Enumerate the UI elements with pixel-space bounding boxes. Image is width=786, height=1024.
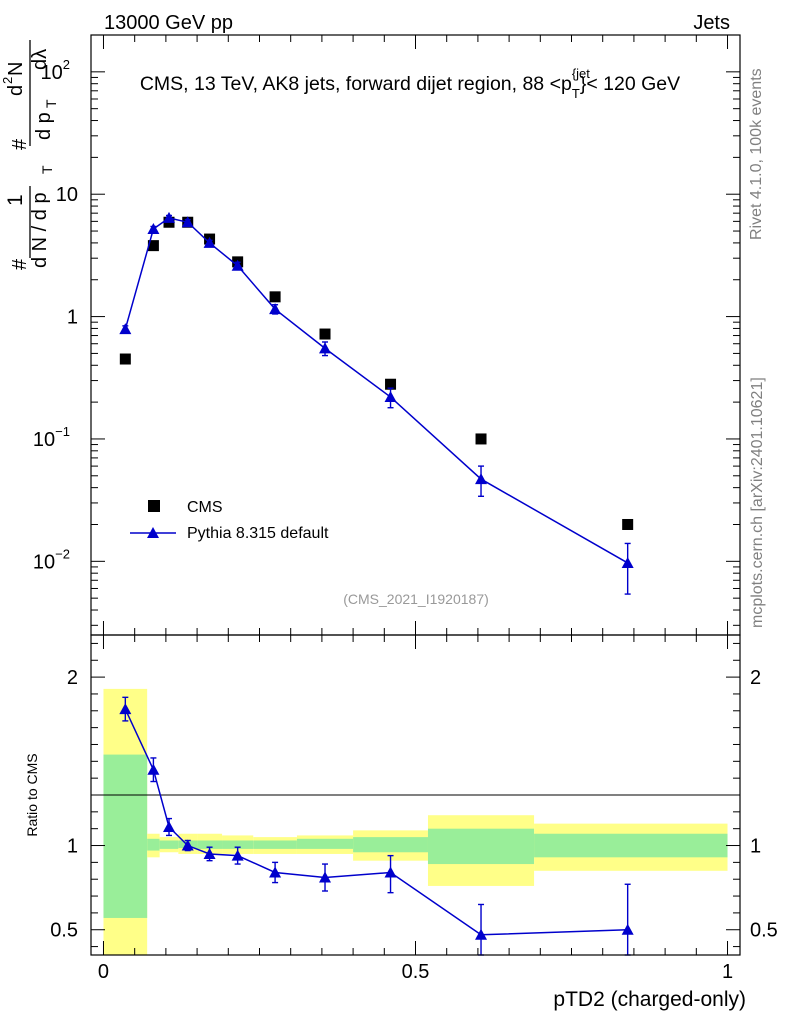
x-tick-label: 1 — [722, 961, 733, 983]
beam-energy-label: 13000 GeV pp — [104, 12, 233, 34]
observable-group-label: Jets — [693, 12, 730, 34]
cms-data-point — [147, 240, 159, 252]
ratio-panel-frame — [90, 634, 741, 956]
ratio-y-tick-label-right: 0.5 — [750, 920, 778, 942]
ratio-axis-ticks: 0.5 0.5 1 1 2 2 0 0.5 1 — [50, 635, 778, 983]
ratio-pythia-line — [124, 708, 628, 936]
svg-text:2: 2 — [0, 77, 15, 84]
cms-data-point — [119, 353, 131, 365]
main-plot-area — [119, 211, 634, 595]
cms-data-point — [622, 518, 634, 530]
ratio-pythia-point — [181, 839, 194, 851]
ratio-plot-area — [119, 696, 634, 956]
pythia-point — [475, 473, 488, 485]
pythia-point — [181, 216, 194, 228]
main-y-tick-label: 1 — [67, 307, 78, 329]
svg-text:N: N — [5, 62, 27, 76]
pythia-point — [119, 323, 132, 335]
mcplots-source-label: mcplots.cern.ch [arXiv:2401.10621] — [749, 377, 766, 628]
ratio-y-tick-label-right: 2 — [750, 667, 761, 689]
ratio-band-inner — [159, 840, 179, 849]
ratio-band-inner — [197, 840, 223, 849]
svg-text:d: d — [5, 85, 27, 96]
ratio-y-tick-label-left: 1 — [67, 836, 78, 858]
ratio-band-inner — [222, 840, 254, 849]
legend-pythia-marker — [147, 527, 159, 538]
pythia-point — [319, 342, 332, 354]
svg-text:T: T — [39, 165, 55, 174]
ratio-pythia-point — [319, 871, 332, 883]
main-panel-frame — [90, 34, 741, 636]
svg-text:dλ: dλ — [29, 49, 51, 70]
analysis-tag: (CMS_2021_I1920187) — [343, 591, 489, 607]
main-axis-ticks — [91, 34, 740, 635]
pythia-point — [163, 211, 176, 223]
ratio-band-inner — [534, 833, 728, 858]
main-y-tick-label: 10−2 — [33, 546, 70, 573]
ratio-pythia-point — [119, 703, 132, 715]
x-tick-label: 0 — [98, 961, 109, 983]
ratio-uncertainty-bands — [103, 688, 728, 955]
legend-cms-marker — [148, 500, 160, 512]
svg-text:d p: d p — [33, 112, 55, 140]
pythia-point — [621, 556, 634, 568]
main-y-tick-label: 102 — [41, 57, 70, 84]
main-y-tick-labels: 10−2 10−1 1 10 102 — [33, 57, 78, 573]
ratio-pythia-point — [384, 866, 397, 878]
pythia-point — [384, 391, 397, 403]
main-y-tick-label: 10 — [56, 184, 78, 206]
x-tick-label: 0.5 — [402, 961, 430, 983]
ratio-y-axis-label: Ratio to CMS — [24, 753, 40, 836]
rivet-version-label: Rivet 4.1.0, 100k events — [748, 68, 765, 240]
pythia-point — [269, 303, 282, 315]
ratio-pythia-point — [269, 866, 282, 878]
main-y-axis-label: # 1 d N / d p T # d p T d 2 N dλ — [0, 40, 59, 270]
cms-data-point — [475, 433, 487, 445]
cms-data-point — [269, 291, 281, 303]
svg-text:#: # — [9, 138, 31, 150]
ratio-pythia-point — [475, 928, 488, 940]
ratio-band-inner — [353, 837, 428, 853]
ratio-pythia-point — [147, 763, 160, 775]
pythia-point — [231, 259, 244, 271]
ratio-pythia-point — [163, 821, 176, 832]
x-axis-label: pTD2 (charged-only) — [553, 988, 746, 1011]
ratio-band-inner — [103, 754, 148, 918]
ratio-y-tick-label-left: 0.5 — [50, 920, 78, 942]
legend: CMS Pythia 8.315 default — [130, 499, 329, 542]
svg-text:#: # — [9, 258, 31, 270]
ratio-pythia-point — [231, 849, 244, 861]
main-panel-title: CMS, 13 TeV, AK8 jets, forward dijet reg… — [140, 66, 680, 101]
ratio-pythia-point — [621, 923, 634, 935]
pythia-point — [147, 222, 160, 234]
ratio-band-inner — [296, 838, 354, 849]
ratio-band-inner — [427, 828, 535, 865]
ratio-y-tick-label-left: 2 — [67, 667, 78, 689]
svg-text:T: T — [43, 99, 59, 108]
ratio-band-inner — [253, 840, 297, 849]
cms-data-point — [385, 378, 397, 390]
cms-data-point — [319, 328, 331, 340]
ratio-y-tick-label-right: 1 — [750, 836, 761, 858]
main-y-tick-label: 10−1 — [33, 424, 70, 451]
pythia-point — [203, 236, 216, 248]
svg-text:1: 1 — [4, 194, 27, 206]
legend-pythia-label: Pythia 8.315 default — [187, 525, 329, 542]
ratio-pythia-point — [203, 847, 216, 859]
ratio-band-inner — [147, 838, 160, 851]
svg-text:d N / d p: d N / d p — [29, 192, 51, 268]
legend-cms-label: CMS — [187, 499, 223, 516]
